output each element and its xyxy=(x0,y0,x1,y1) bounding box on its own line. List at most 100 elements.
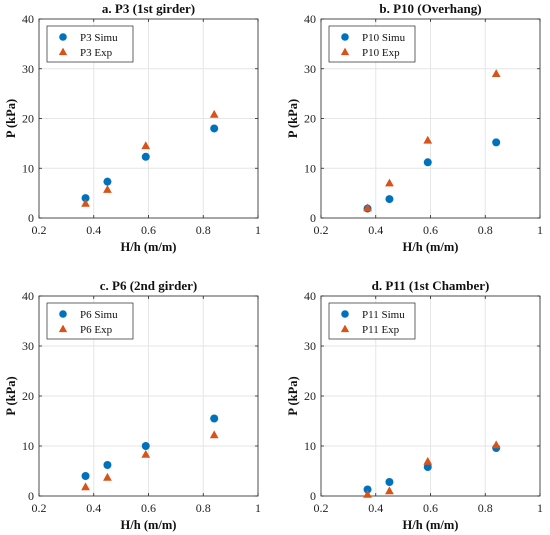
x-axis-label: H/h (m/m) xyxy=(403,518,459,532)
data-point-simu xyxy=(210,414,219,423)
x-tick-label: 1 xyxy=(255,223,261,237)
data-point-simu xyxy=(363,485,372,494)
x-tick-label: 0.2 xyxy=(32,501,47,515)
data-point-exp xyxy=(103,185,112,193)
legend-label: P11 Exp xyxy=(362,324,400,336)
legend-label: P3 Simu xyxy=(80,32,118,44)
data-point-exp xyxy=(491,440,501,449)
legend-marker-simu xyxy=(341,33,349,41)
y-tick-label: 0 xyxy=(28,489,34,503)
x-axis-label: H/h (m/m) xyxy=(403,240,459,254)
data-point-exp xyxy=(423,456,433,465)
x-axis-label: H/h (m/m) xyxy=(121,240,177,254)
x-tick-label: 1 xyxy=(255,501,261,515)
x-tick-label: 0.2 xyxy=(314,501,329,515)
data-point-simu xyxy=(385,478,394,486)
data-point-exp xyxy=(363,203,372,212)
data-point-simu xyxy=(81,194,90,203)
y-tick-label: 40 xyxy=(304,289,316,303)
data-point-exp xyxy=(363,489,372,498)
x-tick-label: 1 xyxy=(537,501,543,515)
x-tick-label: 0.6 xyxy=(423,223,438,237)
legend-label: P3 Exp xyxy=(80,47,113,59)
y-tick-label: 20 xyxy=(22,389,34,403)
y-tick-label: 20 xyxy=(304,389,316,403)
y-tick-label: 0 xyxy=(28,211,34,225)
data-point-exp xyxy=(423,135,433,144)
x-tick-label: 0.4 xyxy=(368,501,383,515)
y-tick-label: 0 xyxy=(310,211,316,225)
legend-marker-simu xyxy=(59,33,67,41)
x-tick-label: 1 xyxy=(537,223,543,237)
data-point-exp xyxy=(141,449,151,458)
y-axis-label: P (kPa) xyxy=(4,376,18,415)
x-tick-label: 0.8 xyxy=(196,223,211,237)
data-point-simu xyxy=(423,463,432,471)
chart-title: b. P10 (Overhang) xyxy=(379,1,481,16)
data-point-exp xyxy=(385,486,394,495)
x-tick-label: 0.2 xyxy=(32,223,47,237)
data-point-simu xyxy=(81,472,90,480)
y-axis-label: P (kPa) xyxy=(286,99,300,138)
data-point-exp xyxy=(81,198,90,207)
x-tick-label: 0.8 xyxy=(478,501,493,515)
y-tick-label: 10 xyxy=(22,161,34,175)
y-tick-label: 20 xyxy=(304,112,316,126)
legend-label: P6 Simu xyxy=(80,309,118,321)
y-axis-label: P (kPa) xyxy=(4,99,18,138)
data-point-exp xyxy=(81,482,90,491)
legend-box xyxy=(46,302,134,340)
x-tick-label: 0.8 xyxy=(478,223,493,237)
x-tick-label: 0.4 xyxy=(86,223,101,237)
chart-title: d. P11 (1st Chamber) xyxy=(372,278,490,293)
data-point-exp xyxy=(209,109,219,118)
chart-title: c. P6 (2nd girder) xyxy=(100,278,197,293)
legend-marker-simu xyxy=(59,310,67,318)
legend-label: P6 Exp xyxy=(80,324,113,336)
data-point-simu xyxy=(492,138,501,147)
legend-marker-exp xyxy=(340,324,350,333)
data-point-exp xyxy=(141,141,151,150)
data-point-exp xyxy=(103,472,112,481)
x-tick-label: 0.6 xyxy=(141,501,156,515)
data-point-simu xyxy=(141,442,150,450)
data-point-simu xyxy=(210,124,219,133)
data-point-exp xyxy=(385,178,394,187)
data-point-simu xyxy=(141,152,150,161)
legend-marker-exp xyxy=(58,47,68,56)
data-point-simu xyxy=(423,158,432,167)
y-axis-label: P (kPa) xyxy=(286,376,300,415)
y-tick-label: 20 xyxy=(22,112,34,126)
x-tick-label: 0.2 xyxy=(314,223,329,237)
legend-label: P10 Exp xyxy=(362,47,400,59)
y-tick-label: 0 xyxy=(310,489,316,503)
x-tick-label: 0.4 xyxy=(86,501,101,515)
legend-box xyxy=(328,25,416,63)
data-point-simu xyxy=(103,461,112,469)
data-point-exp xyxy=(209,430,219,439)
x-tick-label: 0.6 xyxy=(141,223,156,237)
x-tick-label: 0.8 xyxy=(196,501,211,515)
data-point-exp xyxy=(491,69,501,77)
y-tick-label: 40 xyxy=(22,289,34,303)
y-tick-label: 10 xyxy=(304,161,316,175)
y-tick-label: 30 xyxy=(22,339,34,353)
legend-box xyxy=(328,302,416,340)
y-tick-label: 40 xyxy=(304,12,316,26)
legend-label: P11 Simu xyxy=(362,309,405,321)
y-tick-label: 30 xyxy=(304,339,316,353)
legend-marker-exp xyxy=(340,47,350,56)
legend-marker-exp xyxy=(58,324,68,333)
x-tick-label: 0.6 xyxy=(423,501,438,515)
y-tick-label: 40 xyxy=(22,12,34,26)
data-point-simu xyxy=(103,177,112,186)
x-axis-label: H/h (m/m) xyxy=(121,518,177,532)
legend-marker-simu xyxy=(341,310,349,318)
y-tick-label: 30 xyxy=(304,62,316,76)
y-tick-label: 10 xyxy=(22,439,34,453)
